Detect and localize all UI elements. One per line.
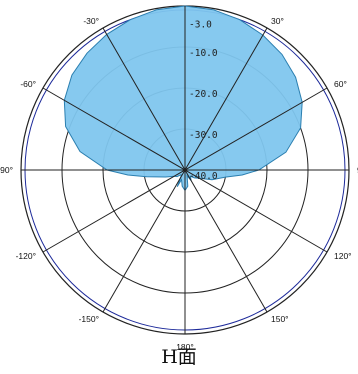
angle-tick-label: -120° <box>16 251 36 261</box>
angle-tick-label: -90° <box>0 165 13 175</box>
angle-tick-label: 150° <box>271 314 289 324</box>
radial-tick-label: -3.0 <box>189 19 212 30</box>
radial-tick-label: -30.0 <box>189 130 218 141</box>
angle-tick-label: -30° <box>83 16 99 26</box>
angle-tick-label: -60° <box>20 79 36 89</box>
angle-tick-label: 120° <box>334 251 352 261</box>
angle-tick-label: 60° <box>334 79 347 89</box>
angle-tick-labels: 0°30°60°90120°150°180°-150°-120°-90°-60°… <box>0 16 358 352</box>
radial-tick-labels: -3.0 -10.0 -20.0 -30.0 -40.0 <box>189 19 218 182</box>
angle-tick-label: 30° <box>271 16 284 26</box>
angle-tick-label: 180° <box>176 342 194 352</box>
radiation-pattern-layer <box>63 5 303 192</box>
grid-spoke <box>102 27 268 313</box>
radial-tick-label: -10.0 <box>189 48 218 59</box>
angle-tick-label: -150° <box>79 314 99 324</box>
polar-grid-spokes <box>21 6 349 334</box>
radiation-pattern-area <box>63 5 303 192</box>
radial-tick-label: -20.0 <box>189 89 218 100</box>
chart-caption: H面 <box>161 346 197 368</box>
radial-tick-label: -40.0 <box>189 171 218 182</box>
